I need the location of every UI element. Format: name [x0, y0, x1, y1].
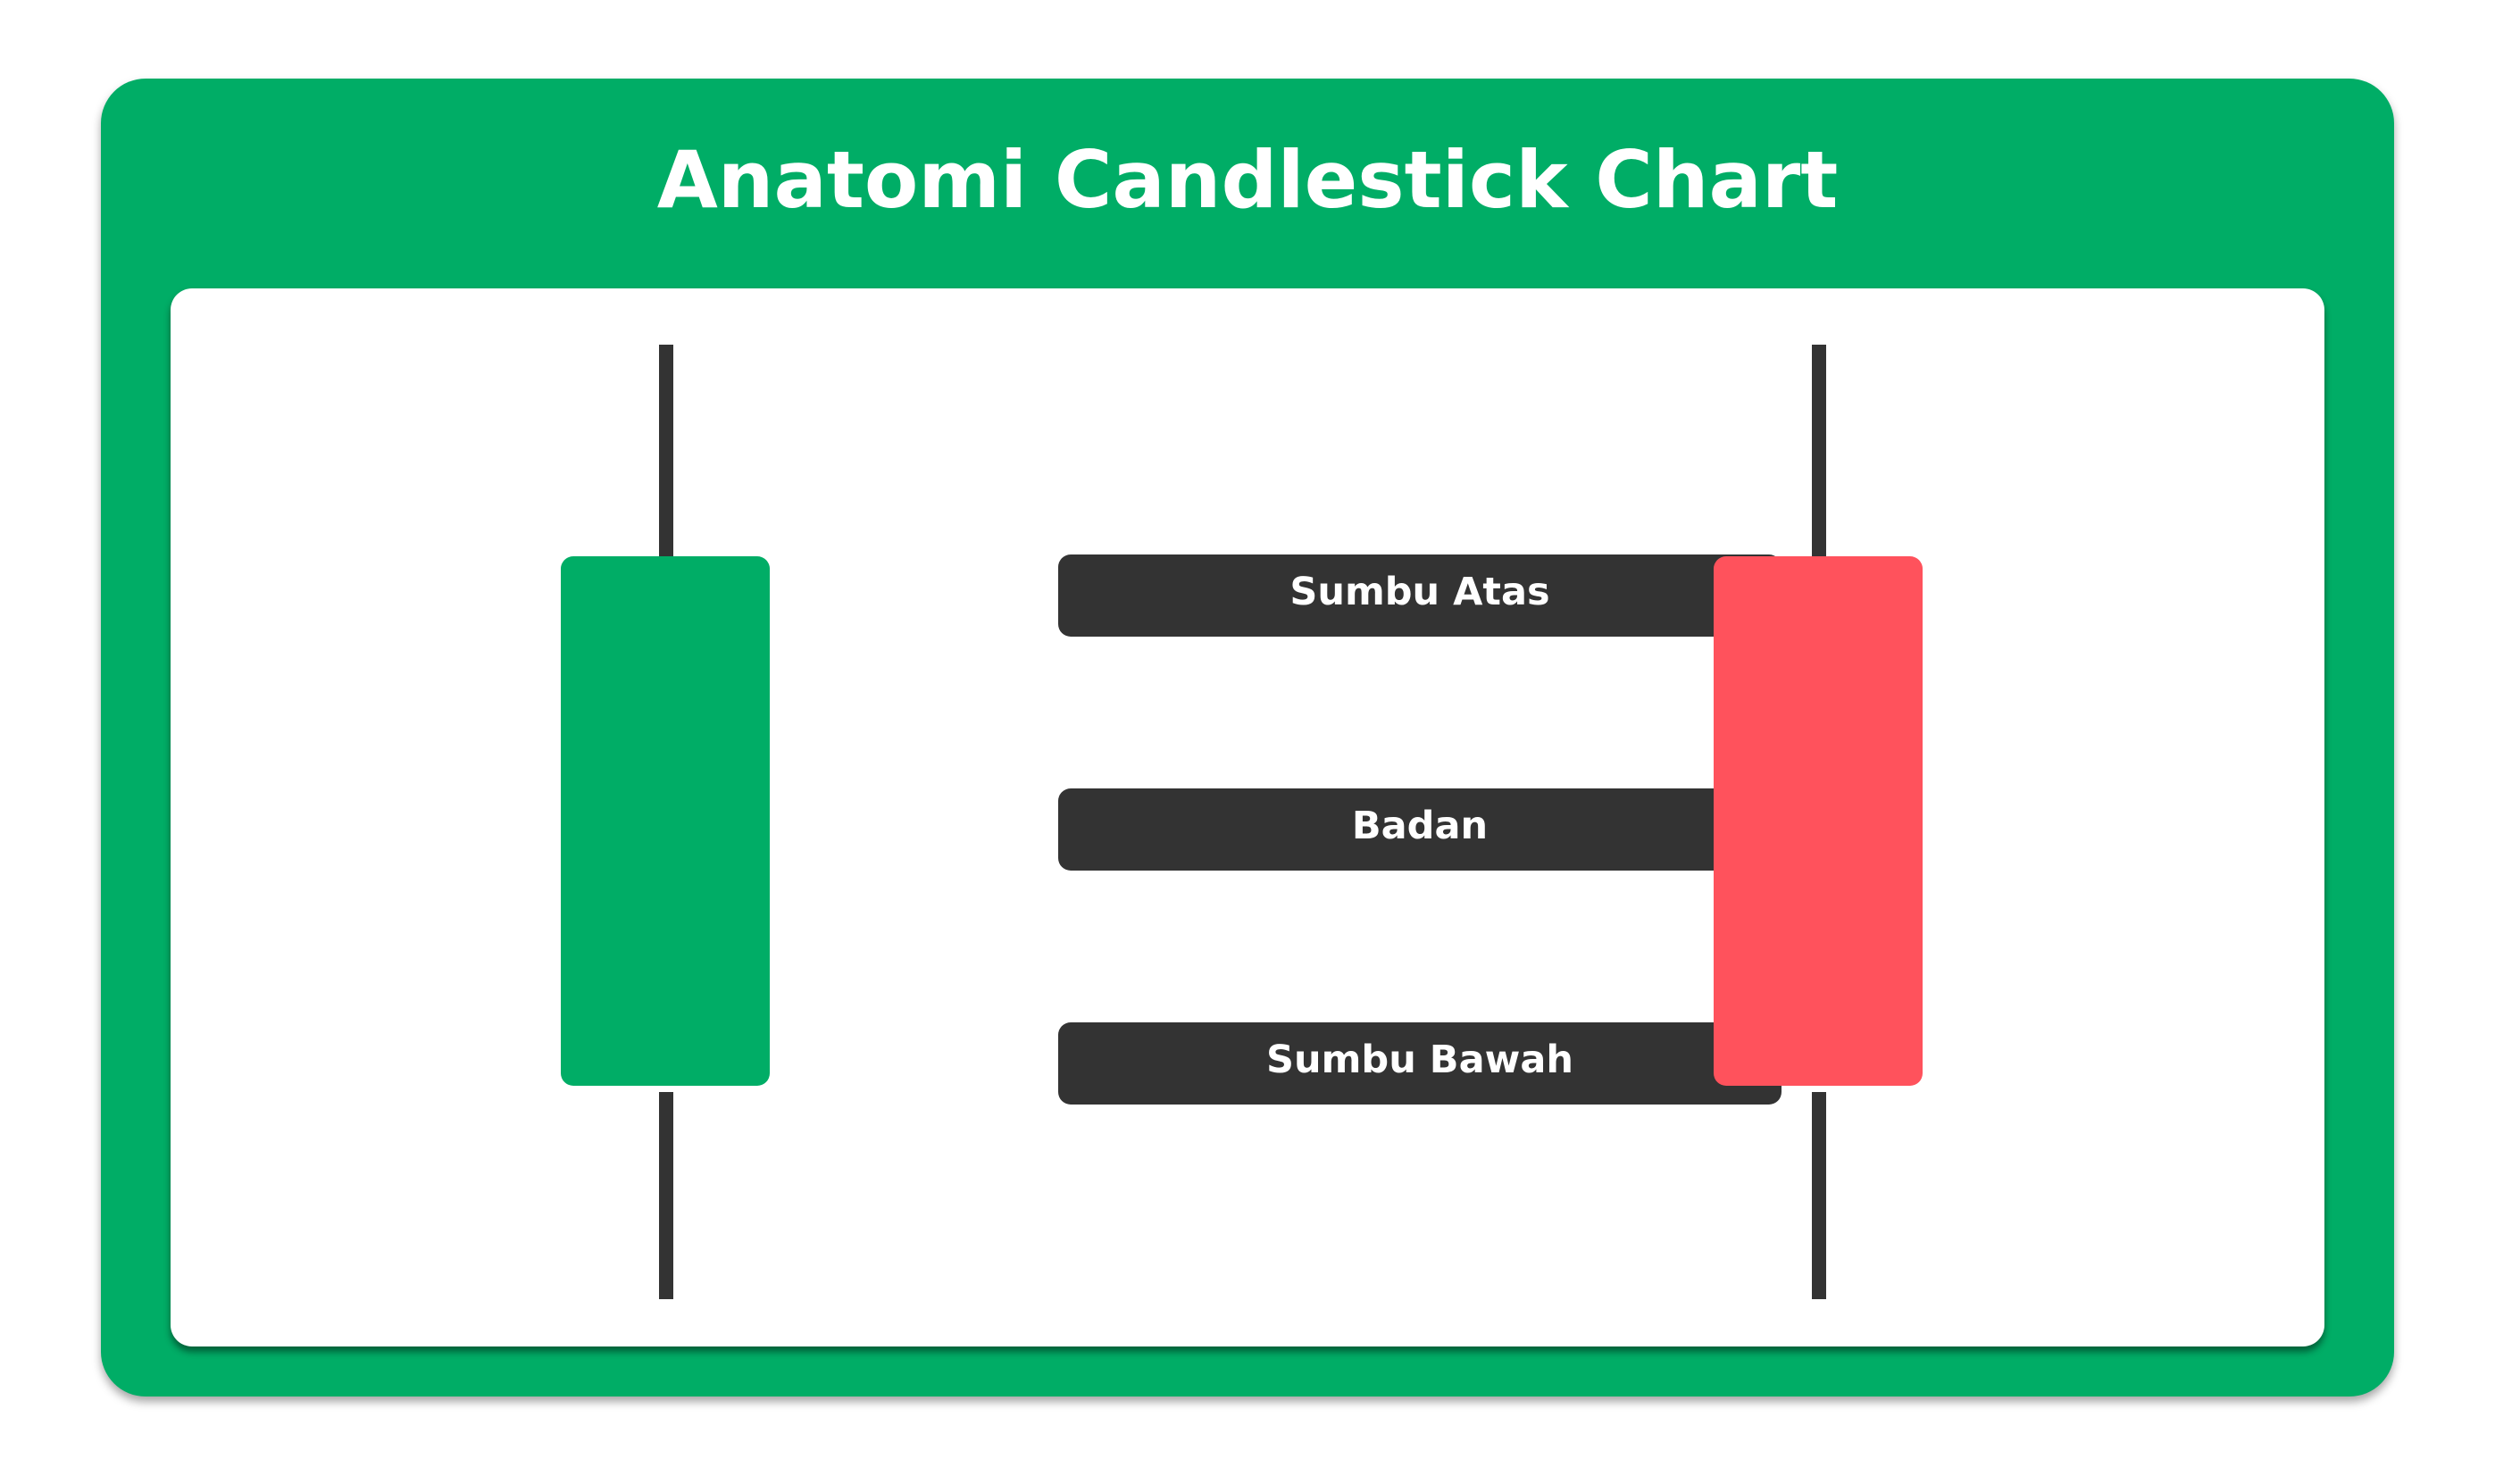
bullish-lower-wick [659, 1092, 673, 1299]
bearish-upper-wick [1812, 345, 1826, 559]
diagram-title: Anatomi Candlestick Chart [656, 134, 1839, 226]
bullish-candle-body [561, 556, 770, 1086]
bullish-upper-wick [659, 345, 673, 559]
diagram-card: Anatomi Candlestick Chart Sumbu Atas Bad… [101, 79, 2394, 1396]
body-label: Badan [1058, 788, 1782, 871]
diagram-panel: Sumbu Atas Badan Sumbu Bawah [171, 288, 2324, 1346]
bearish-lower-wick [1812, 1092, 1826, 1299]
bearish-candle-body [1714, 556, 1923, 1086]
upper-wick-label: Sumbu Atas [1058, 554, 1782, 637]
lower-wick-label: Sumbu Bawah [1058, 1022, 1782, 1105]
